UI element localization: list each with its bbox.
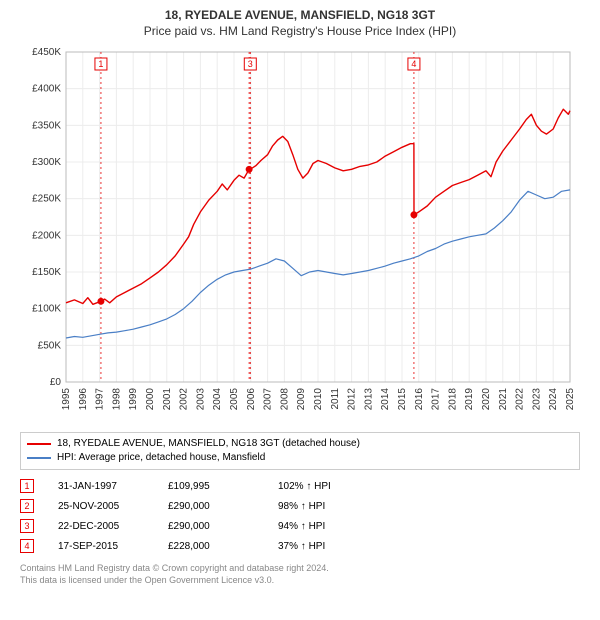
legend-swatch-property	[27, 443, 51, 445]
svg-text:2001: 2001	[162, 388, 173, 411]
legend-label-hpi: HPI: Average price, detached house, Mans…	[57, 451, 265, 465]
svg-text:2007: 2007	[263, 388, 274, 411]
svg-text:1998: 1998	[111, 388, 122, 411]
svg-text:£400K: £400K	[32, 84, 61, 95]
svg-text:2018: 2018	[447, 388, 458, 411]
chart-subtitle: Price paid vs. HM Land Registry's House …	[10, 24, 590, 38]
transaction-date: 22-DEC-2005	[58, 521, 158, 532]
legend-item-hpi: HPI: Average price, detached house, Mans…	[27, 451, 573, 465]
transaction-hpi: 37% ↑ HPI	[278, 541, 398, 552]
transaction-price: £290,000	[168, 521, 268, 532]
transaction-date: 31-JAN-1997	[58, 481, 158, 492]
transaction-price: £109,995	[168, 481, 268, 492]
transaction-row: 4 17-SEP-2015 £228,000 37% ↑ HPI	[20, 536, 580, 556]
svg-text:2005: 2005	[229, 388, 240, 411]
legend-label-property: 18, RYEDALE AVENUE, MANSFIELD, NG18 3GT …	[57, 437, 360, 451]
svg-text:2017: 2017	[431, 388, 442, 411]
svg-text:1999: 1999	[128, 388, 139, 411]
chart-title: 18, RYEDALE AVENUE, MANSFIELD, NG18 3GT	[10, 8, 590, 22]
footnote-line1: Contains HM Land Registry data © Crown c…	[20, 562, 580, 574]
svg-text:2006: 2006	[246, 388, 257, 411]
svg-text:4: 4	[411, 59, 416, 69]
svg-text:2013: 2013	[363, 388, 374, 411]
svg-text:1: 1	[98, 59, 103, 69]
transaction-price: £290,000	[168, 501, 268, 512]
svg-text:2022: 2022	[515, 388, 526, 411]
svg-text:1996: 1996	[78, 388, 89, 411]
transaction-row: 3 22-DEC-2005 £290,000 94% ↑ HPI	[20, 516, 580, 536]
svg-text:3: 3	[248, 59, 253, 69]
legend: 18, RYEDALE AVENUE, MANSFIELD, NG18 3GT …	[20, 432, 580, 470]
svg-text:2009: 2009	[296, 388, 307, 411]
chart-area: £0 £50K £100K £150K £200K £250K £300K £350K £400…	[20, 46, 580, 426]
svg-text:£0: £0	[50, 377, 62, 388]
svg-text:£350K: £350K	[32, 120, 61, 131]
transaction-date: 25-NOV-2005	[58, 501, 158, 512]
svg-text:£200K: £200K	[32, 230, 61, 241]
svg-text:2020: 2020	[481, 388, 492, 411]
svg-text:2023: 2023	[531, 388, 542, 411]
svg-text:£50K: £50K	[38, 340, 62, 351]
transactions-table: 1 31-JAN-1997 £109,995 102% ↑ HPI 2 25-NOV-20…	[20, 476, 580, 556]
transaction-marker: 3	[20, 519, 34, 533]
svg-text:2019: 2019	[464, 388, 475, 411]
svg-text:£300K: £300K	[32, 157, 61, 168]
svg-text:2021: 2021	[498, 388, 509, 411]
footnote: Contains HM Land Registry data © Crown c…	[20, 562, 580, 586]
transaction-marker: 2	[20, 499, 34, 513]
transaction-marker: 4	[20, 539, 34, 553]
legend-swatch-hpi	[27, 457, 51, 459]
transaction-date: 17-SEP-2015	[58, 541, 158, 552]
svg-text:2024: 2024	[548, 388, 559, 411]
svg-text:2016: 2016	[414, 388, 425, 411]
svg-text:2015: 2015	[397, 388, 408, 411]
svg-text:2011: 2011	[330, 388, 341, 410]
svg-text:1995: 1995	[61, 388, 72, 411]
transaction-hpi: 94% ↑ HPI	[278, 521, 398, 532]
svg-text:2014: 2014	[380, 388, 391, 411]
svg-text:£450K: £450K	[32, 47, 61, 58]
svg-text:£250K: £250K	[32, 194, 61, 205]
svg-text:2003: 2003	[195, 388, 206, 411]
price-chart: £0 £50K £100K £150K £200K £250K £300K £350K £400…	[20, 46, 580, 426]
transaction-marker: 1	[20, 479, 34, 493]
transaction-row: 1 31-JAN-1997 £109,995 102% ↑ HPI	[20, 476, 580, 496]
svg-text:£150K: £150K	[32, 267, 61, 278]
transaction-row: 2 25-NOV-2005 £290,000 98% ↑ HPI	[20, 496, 580, 516]
transaction-hpi: 98% ↑ HPI	[278, 501, 398, 512]
svg-text:£100K: £100K	[32, 304, 61, 315]
transaction-price: £228,000	[168, 541, 268, 552]
svg-text:2000: 2000	[145, 388, 156, 411]
svg-text:2012: 2012	[347, 388, 358, 411]
svg-text:2025: 2025	[565, 388, 576, 411]
svg-text:2010: 2010	[313, 388, 324, 411]
footnote-line2: This data is licensed under the Open Gov…	[20, 574, 580, 586]
transaction-hpi: 102% ↑ HPI	[278, 481, 398, 492]
svg-text:2004: 2004	[212, 388, 223, 411]
svg-text:2002: 2002	[179, 388, 190, 411]
legend-item-property: 18, RYEDALE AVENUE, MANSFIELD, NG18 3GT …	[27, 437, 573, 451]
svg-text:2008: 2008	[279, 388, 290, 411]
svg-text:1997: 1997	[95, 388, 106, 411]
